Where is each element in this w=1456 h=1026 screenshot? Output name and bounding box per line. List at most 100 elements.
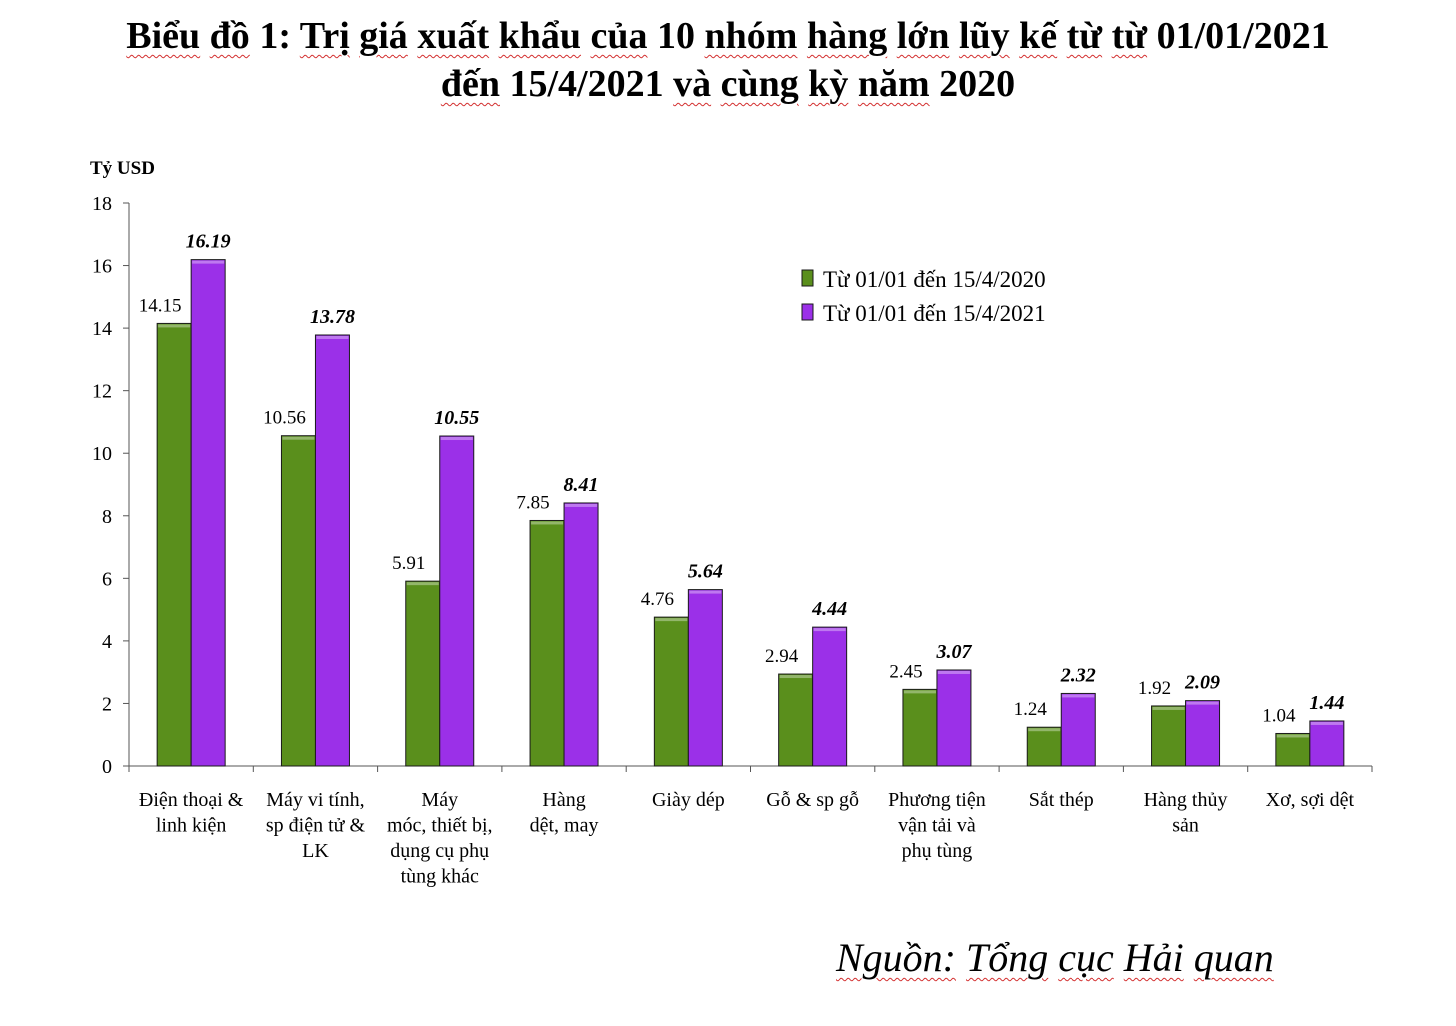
data-label-2021: 13.78 <box>310 306 355 328</box>
line1-word: 10 <box>657 15 696 57</box>
bar-2021 <box>439 435 475 767</box>
source-note: Nguồn: Tổng cục Hải quan <box>836 934 1274 981</box>
legend-swatch <box>801 303 814 321</box>
x-category-label: tùng khác <box>401 866 479 888</box>
line2-word: 2020 <box>939 63 1016 105</box>
x-category-label: linh kiện <box>156 815 227 837</box>
bar-2021 <box>314 334 350 767</box>
bar-highlight <box>689 590 722 594</box>
data-label-2020: 14.15 <box>139 295 182 316</box>
data-label-2021: 2.32 <box>1060 664 1096 686</box>
y-tick-label: 18 <box>92 193 112 215</box>
bar-2021 <box>1309 720 1345 767</box>
bar-2020 <box>529 519 565 767</box>
legend-label: Từ 01/01 đến 15/4/2021 <box>823 301 1046 326</box>
data-label-2021: 4.44 <box>811 598 847 620</box>
bar-2020 <box>778 673 814 767</box>
line1-word: nhóm <box>704 15 798 57</box>
x-category-label: Giày dép <box>652 789 725 811</box>
data-label-2021: 2.09 <box>1184 672 1220 694</box>
x-category-label: Phương tiện <box>888 789 986 811</box>
x-category-label: sản <box>1172 815 1199 837</box>
y-tick-label: 2 <box>102 693 112 715</box>
line1-word: từ <box>1111 15 1148 57</box>
line1-word: Trị <box>299 15 350 57</box>
source-word: Nguồn: <box>836 935 956 980</box>
legend-label: Từ 01/01 đến 15/4/2020 <box>823 267 1046 292</box>
bar-highlight <box>903 690 936 694</box>
line2-word: kỳ <box>808 63 849 105</box>
bar-2020 <box>280 435 316 767</box>
bar-highlight <box>316 335 349 339</box>
bar-highlight <box>937 670 970 674</box>
bar-2020 <box>1151 705 1187 767</box>
x-category-label: Xơ, sợi dệt <box>1266 789 1355 811</box>
line1-word: 01/01/2021 <box>1156 15 1330 57</box>
line2-word: 15/4/2021 <box>509 63 664 105</box>
line1-word: hàng <box>806 15 888 57</box>
bar-highlight <box>1152 706 1185 710</box>
x-category-label: Sắt thép <box>1029 789 1094 811</box>
source-word: Hải <box>1123 935 1184 980</box>
data-label-2020: 1.24 <box>1014 699 1048 720</box>
x-category-label: Điện thoại & <box>139 789 244 811</box>
bar-highlight <box>282 436 315 440</box>
data-label-2021: 3.07 <box>935 641 972 663</box>
data-label-2020: 2.94 <box>765 646 799 667</box>
bar-highlight <box>813 628 846 632</box>
bar-2021 <box>563 502 599 767</box>
data-label-2021: 5.64 <box>688 561 723 583</box>
data-label-2021: 8.41 <box>564 474 599 496</box>
data-label-2020: 4.76 <box>641 589 674 610</box>
bar-highlight <box>531 521 564 525</box>
bar-2020 <box>156 322 192 767</box>
bar-highlight <box>1028 728 1061 732</box>
data-label-2020: 1.92 <box>1138 678 1171 699</box>
bar-highlight <box>192 260 225 264</box>
bar-highlight <box>1062 694 1095 698</box>
bar-2020 <box>902 688 938 767</box>
x-category-label: móc, thiết bị, <box>387 815 493 837</box>
bar-2020 <box>1275 732 1311 767</box>
y-tick-label: 12 <box>92 381 112 403</box>
bar-2020 <box>1026 726 1062 767</box>
y-tick-label: 0 <box>102 756 112 778</box>
line1-word: 1: <box>259 15 291 57</box>
line1-word: Biểu <box>126 15 201 57</box>
data-label-2021: 10.55 <box>434 407 479 429</box>
line1-word: xuất <box>417 15 490 57</box>
line1-word: lớn <box>896 15 950 57</box>
x-category-label: Hàng thủy <box>1144 789 1228 811</box>
line1-word: đồ <box>209 15 250 57</box>
x-category-label: Máy <box>421 789 458 811</box>
legend-swatch <box>801 269 814 287</box>
x-category-label: dệt, may <box>530 815 599 837</box>
chart-title-line-2: đến 15/4/2021 và cùng kỳ năm 2020 <box>0 60 1456 108</box>
source-word: Tổng <box>966 935 1049 980</box>
line1-word: khẩu <box>498 15 582 57</box>
bar-highlight <box>1310 721 1343 725</box>
bar-highlight <box>779 675 812 679</box>
y-axis-label: Tỷ USD <box>90 158 155 179</box>
line2-word: và <box>673 63 712 105</box>
line1-word: giá <box>359 15 408 57</box>
y-tick-label: 14 <box>92 318 112 340</box>
chart-title-line-1: Biểu đồ 1: Trị giá xuất khẩu của 10 nhóm… <box>0 12 1456 60</box>
bar-2021 <box>1185 700 1221 767</box>
bar-highlight <box>1186 701 1219 705</box>
source-word: cục <box>1058 935 1114 980</box>
bar-2021 <box>687 589 723 767</box>
x-category-label: LK <box>302 840 329 862</box>
data-label-2020: 5.91 <box>392 553 425 574</box>
line2-word: cùng <box>720 63 799 105</box>
bar-2021 <box>190 259 226 767</box>
line1-word: của <box>590 15 648 57</box>
source-word: quan <box>1193 935 1274 980</box>
bar-highlight <box>440 437 473 441</box>
x-category-label: Máy vi tính, <box>266 789 364 811</box>
data-label-2020: 7.85 <box>516 492 549 513</box>
x-category-label: dụng cụ phụ <box>390 840 489 862</box>
x-category-label: Hàng <box>542 789 585 811</box>
line2-word: đến <box>440 63 500 105</box>
